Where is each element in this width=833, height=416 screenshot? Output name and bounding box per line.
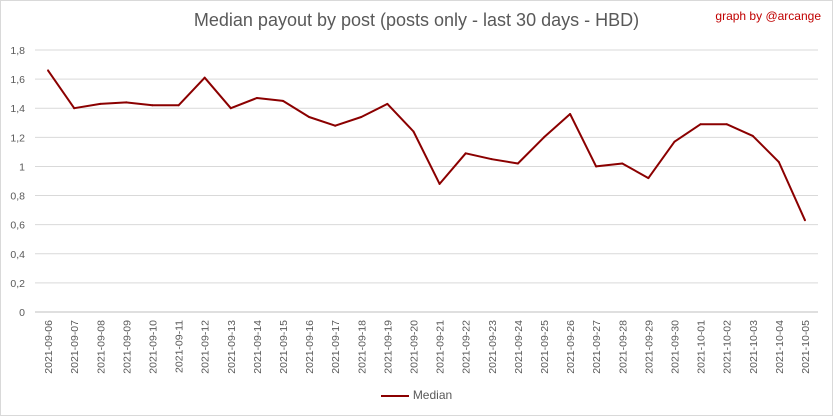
- data-point: [386, 102, 389, 105]
- data-point: [177, 104, 180, 107]
- x-tick-label: 2021-10-01: [696, 320, 708, 374]
- x-tick-label: 2021-09-28: [617, 320, 629, 374]
- data-point: [360, 115, 363, 118]
- x-tick-label: 2021-09-18: [356, 320, 368, 374]
- chart-title: Median payout by post (posts only - last…: [193, 10, 640, 30]
- x-tick-label: 2021-09-17: [330, 320, 342, 374]
- x-tick-label: 2021-09-08: [95, 320, 107, 374]
- y-tick-label: 0,4: [10, 249, 25, 261]
- x-tick-label: 2021-09-12: [200, 320, 212, 374]
- x-tick-label: 2021-09-16: [304, 320, 316, 374]
- x-tick-label: 2021-10-02: [722, 320, 734, 374]
- data-point: [777, 161, 780, 164]
- x-axis-ticks: 2021-09-06 2021-09-07 2021-09-08 2021-09-09…: [43, 320, 812, 374]
- x-tick-label: 2021-09-22: [461, 320, 473, 374]
- data-point: [621, 162, 624, 165]
- x-tick-label: 2021-10-03: [748, 320, 760, 374]
- x-tick-label: 2021-09-07: [69, 320, 81, 374]
- x-tick-label: 2021-09-21: [435, 320, 447, 374]
- data-point: [73, 107, 76, 110]
- data-point: [412, 130, 415, 133]
- y-tick-label: 1: [19, 161, 25, 173]
- data-point: [725, 123, 728, 126]
- data-point: [281, 99, 284, 102]
- y-tick-label: 1,8: [10, 45, 25, 57]
- x-tick-label: 2021-10-05: [800, 320, 812, 374]
- data-point: [255, 97, 258, 100]
- data-point: [751, 134, 754, 137]
- y-tick-label: 0,8: [10, 191, 25, 203]
- x-tick-label: 2021-09-26: [565, 320, 577, 374]
- x-tick-label: 2021-09-06: [43, 320, 55, 374]
- legend-swatch: [380, 394, 409, 397]
- data-point: [438, 182, 441, 185]
- x-tick-label: 2021-09-23: [487, 320, 499, 374]
- data-point: [151, 104, 154, 107]
- gridlines: [35, 49, 818, 313]
- data-point: [699, 123, 702, 126]
- x-tick-label: 2021-09-24: [513, 320, 525, 374]
- y-axis-ticks: 0 0,2 0,4 0,6 0,8 1 1,2 1,4 1,6 1,8: [10, 45, 25, 319]
- x-tick-label: 2021-09-11: [174, 320, 186, 373]
- x-tick-label: 2021-09-10: [147, 320, 159, 374]
- legend-label: Median: [412, 388, 453, 402]
- x-tick-label: 2021-09-14: [252, 320, 264, 374]
- data-point: [647, 177, 650, 180]
- y-tick-label: 0,2: [10, 278, 25, 290]
- y-tick-label: 1,4: [10, 103, 25, 115]
- data-point: [308, 115, 311, 118]
- x-tick-label: 2021-09-15: [278, 320, 290, 374]
- y-tick-label: 1,2: [10, 132, 25, 144]
- data-point: [516, 162, 519, 165]
- data-point: [125, 101, 128, 104]
- data-point: [569, 113, 572, 116]
- x-tick-label: 2021-09-30: [669, 320, 681, 374]
- y-tick-label: 0: [19, 307, 25, 319]
- data-point: [490, 158, 493, 161]
- x-tick-label: 2021-09-13: [226, 320, 238, 374]
- data-point: [542, 136, 545, 139]
- y-tick-label: 0,6: [10, 220, 25, 232]
- data-point: [203, 76, 206, 79]
- data-point: [803, 219, 806, 222]
- chart-credit: graph by @arcange: [715, 9, 821, 23]
- x-tick-label: 2021-09-27: [591, 320, 603, 374]
- data-point: [99, 102, 102, 105]
- legend: Median: [0, 388, 833, 402]
- x-tick-label: 2021-09-29: [643, 320, 655, 374]
- x-tick-label: 2021-10-04: [774, 320, 786, 374]
- y-tick-label: 1,6: [10, 74, 25, 86]
- x-tick-label: 2021-09-20: [408, 320, 420, 374]
- data-point: [673, 140, 676, 143]
- x-tick-label: 2021-09-09: [121, 320, 133, 374]
- series-line-median: [47, 69, 806, 221]
- data-point: [334, 124, 337, 127]
- x-tick-label: 2021-09-25: [539, 320, 551, 374]
- data-point: [595, 165, 598, 168]
- x-tick-label: 2021-09-19: [382, 320, 394, 374]
- data-point: [47, 69, 50, 72]
- data-point: [229, 107, 232, 110]
- data-point: [464, 152, 467, 155]
- series-lines: [47, 69, 806, 222]
